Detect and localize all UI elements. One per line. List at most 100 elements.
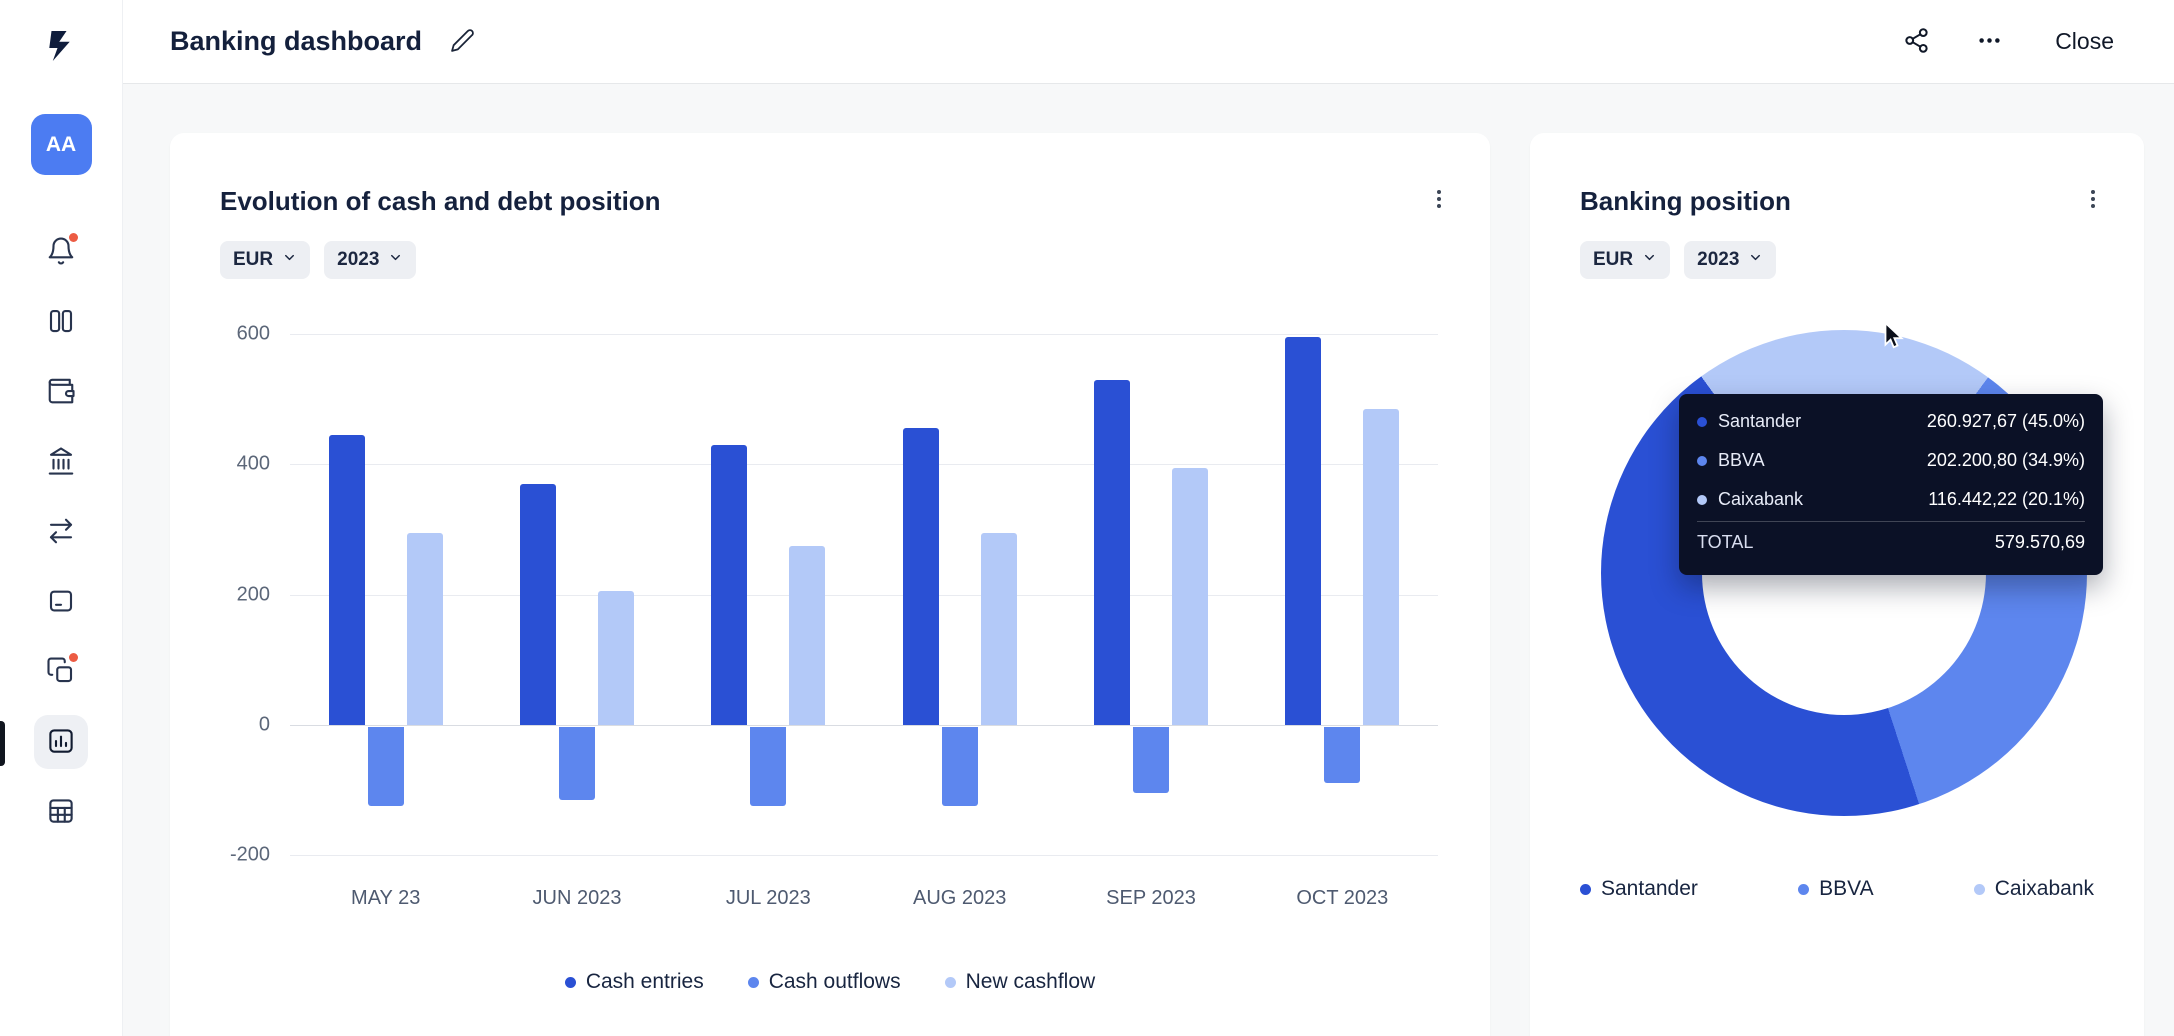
card-menu-button[interactable] <box>2076 183 2110 217</box>
bar-new-cashflow-oct-2023[interactable] <box>1363 408 1400 725</box>
kebab-icon <box>2081 187 2105 214</box>
avatar[interactable]: AA <box>30 114 92 175</box>
bar-new-cashflow-jul-2023[interactable] <box>789 545 826 725</box>
bar-new-cashflow-may-23[interactable] <box>406 532 443 725</box>
year-filter-value: 2023 <box>337 249 380 270</box>
tooltip-total-row: TOTAL 579.570,69 <box>1697 521 2085 563</box>
chart-tooltip: Santander 260.927,67 (45.0%) BBVA 202.200,8… <box>1679 394 2103 575</box>
bar-cash-entries-jun-2023[interactable] <box>520 483 556 725</box>
bar-cash-outflows-jul-2023[interactable] <box>750 726 787 807</box>
bar-new-cashflow-sep-2023[interactable] <box>1172 467 1208 725</box>
legend-label: Caixabank <box>1994 877 2094 900</box>
card-icon <box>46 586 76 619</box>
sidebar-item-documents[interactable] <box>34 645 88 699</box>
legend-item-cash-outflows[interactable]: Cash outflows <box>747 970 901 994</box>
bar-new-cashflow-jun-2023[interactable] <box>598 591 634 725</box>
legend-item-santander[interactable]: Santander <box>1580 877 1698 901</box>
sidebar-item-data-table[interactable] <box>34 785 88 839</box>
sidebar-item-notifications[interactable] <box>34 225 88 279</box>
tooltip-dot <box>1697 455 1707 466</box>
transfers-icon <box>46 516 76 549</box>
sidebar-item-wallet[interactable] <box>34 365 88 419</box>
tooltip-label: Santander <box>1718 411 1802 431</box>
card-menu-button[interactable] <box>1422 183 1456 217</box>
ellipsis-icon <box>1976 27 2003 57</box>
sidebar-item-dashboard[interactable] <box>34 295 88 349</box>
bar-cash-entries-jul-2023[interactable] <box>711 444 748 725</box>
gridline-0 <box>290 724 1438 726</box>
chart-filters: EUR 2023 <box>220 241 1440 279</box>
x-tick-label-aug-2023: AUG 2023 <box>912 887 1007 909</box>
cash-debt-card: Evolution of cash and debt position EUR <box>170 133 1490 1036</box>
card-title: Evolution of cash and debt position <box>220 186 661 216</box>
bar-plot-area <box>290 334 1438 856</box>
tooltip-value: 260.927,67 (45.0%) <box>1926 411 2085 431</box>
notification-badge <box>69 233 78 242</box>
y-axis: 600 400 200 0 -200 <box>220 323 270 866</box>
bar-cash-outflows-aug-2023[interactable] <box>941 726 978 807</box>
app-logo-icon[interactable] <box>41 26 81 66</box>
legend-dot <box>944 976 956 988</box>
top-bar: Banking dashboard Close <box>123 0 2174 83</box>
bar-cash-outflows-sep-2023[interactable] <box>1133 726 1169 794</box>
x-axis: MAY 23 JUN 2023 JUL 2023 AUG 2023 SEP 2023 OC… <box>290 855 1440 915</box>
currency-filter[interactable]: EUR <box>220 241 311 279</box>
y-tick-label: 200 <box>236 583 270 605</box>
legend-item-cash-entries[interactable]: Cash entries <box>564 970 704 994</box>
legend-item-new-cashflow[interactable]: New cashflow <box>944 970 1095 994</box>
sidebar-item-transfers[interactable] <box>34 505 88 559</box>
gridline-200 <box>290 594 1438 596</box>
share-button[interactable] <box>1903 27 1930 57</box>
mouse-cursor-icon <box>1879 320 1907 356</box>
legend-dot <box>747 976 759 988</box>
bar-cash-entries-oct-2023[interactable] <box>1285 337 1322 725</box>
year-filter[interactable]: 2023 <box>1684 241 1777 279</box>
sidebar-item-cards[interactable] <box>34 575 88 629</box>
currency-filter-value: EUR <box>233 249 274 270</box>
edit-title-button[interactable] <box>450 28 475 56</box>
chevron-down-icon <box>1642 249 1657 271</box>
tooltip-row-santander: Santander 260.927,67 (45.0%) <box>1697 402 2085 441</box>
legend-item-bbva[interactable]: BBVA <box>1798 877 1874 901</box>
copy-pages-icon <box>46 656 76 689</box>
close-button[interactable]: Close <box>2049 27 2120 56</box>
y-tick-label: 600 <box>236 322 270 345</box>
bar-cash-outflows-oct-2023[interactable] <box>1324 726 1361 784</box>
tooltip-value: 202.200,80 (34.9%) <box>1926 450 2085 470</box>
tooltip-total-value: 579.570,69 <box>1994 532 2085 552</box>
bar-new-cashflow-aug-2023[interactable] <box>980 532 1017 725</box>
tooltip-total-label: TOTAL <box>1697 532 1754 552</box>
currency-filter[interactable]: EUR <box>1580 241 1671 279</box>
legend-dot <box>564 976 576 988</box>
bar-cash-outflows-jun-2023[interactable] <box>559 726 595 800</box>
bar-cash-entries-aug-2023[interactable] <box>902 428 939 725</box>
bar-cash-outflows-may-23[interactable] <box>367 726 404 807</box>
table-grid-icon <box>46 796 76 829</box>
tooltip-label: BBVA <box>1718 450 1765 470</box>
pencil-icon <box>450 28 475 56</box>
gridline-600 <box>290 334 1438 335</box>
x-tick-label-jun-2023: JUN 2023 <box>532 887 622 909</box>
legend-dot <box>1798 883 1810 895</box>
year-filter-value: 2023 <box>1697 249 1740 270</box>
sidebar-item-reports[interactable] <box>34 715 88 769</box>
tooltip-label: Caixabank <box>1718 489 1804 509</box>
legend-label: Santander <box>1601 877 1698 900</box>
card-title: Banking position <box>1580 186 1791 216</box>
x-tick-label-sep-2023: SEP 2023 <box>1106 887 1196 909</box>
layout-columns-icon <box>46 306 76 339</box>
chevron-down-icon <box>282 249 297 271</box>
legend-item-caixabank[interactable]: Caixabank <box>1973 877 2094 901</box>
legend-dot <box>1580 883 1591 895</box>
bar-cash-entries-sep-2023[interactable] <box>1094 379 1130 725</box>
bar-cash-entries-may-23[interactable] <box>328 434 365 725</box>
bank-icon <box>46 446 76 479</box>
year-filter[interactable]: 2023 <box>324 241 417 279</box>
x-tick-label-jul-2023: JUL 2023 <box>725 887 811 909</box>
share-icon <box>1903 27 1930 57</box>
more-options-button[interactable] <box>1976 27 2003 57</box>
legend-label: BBVA <box>1819 877 1874 900</box>
donut-chart-area: Santander 260.927,67 (45.0%) BBVA 202.200,8… <box>1580 279 2103 877</box>
sidebar-item-bank[interactable] <box>34 435 88 489</box>
